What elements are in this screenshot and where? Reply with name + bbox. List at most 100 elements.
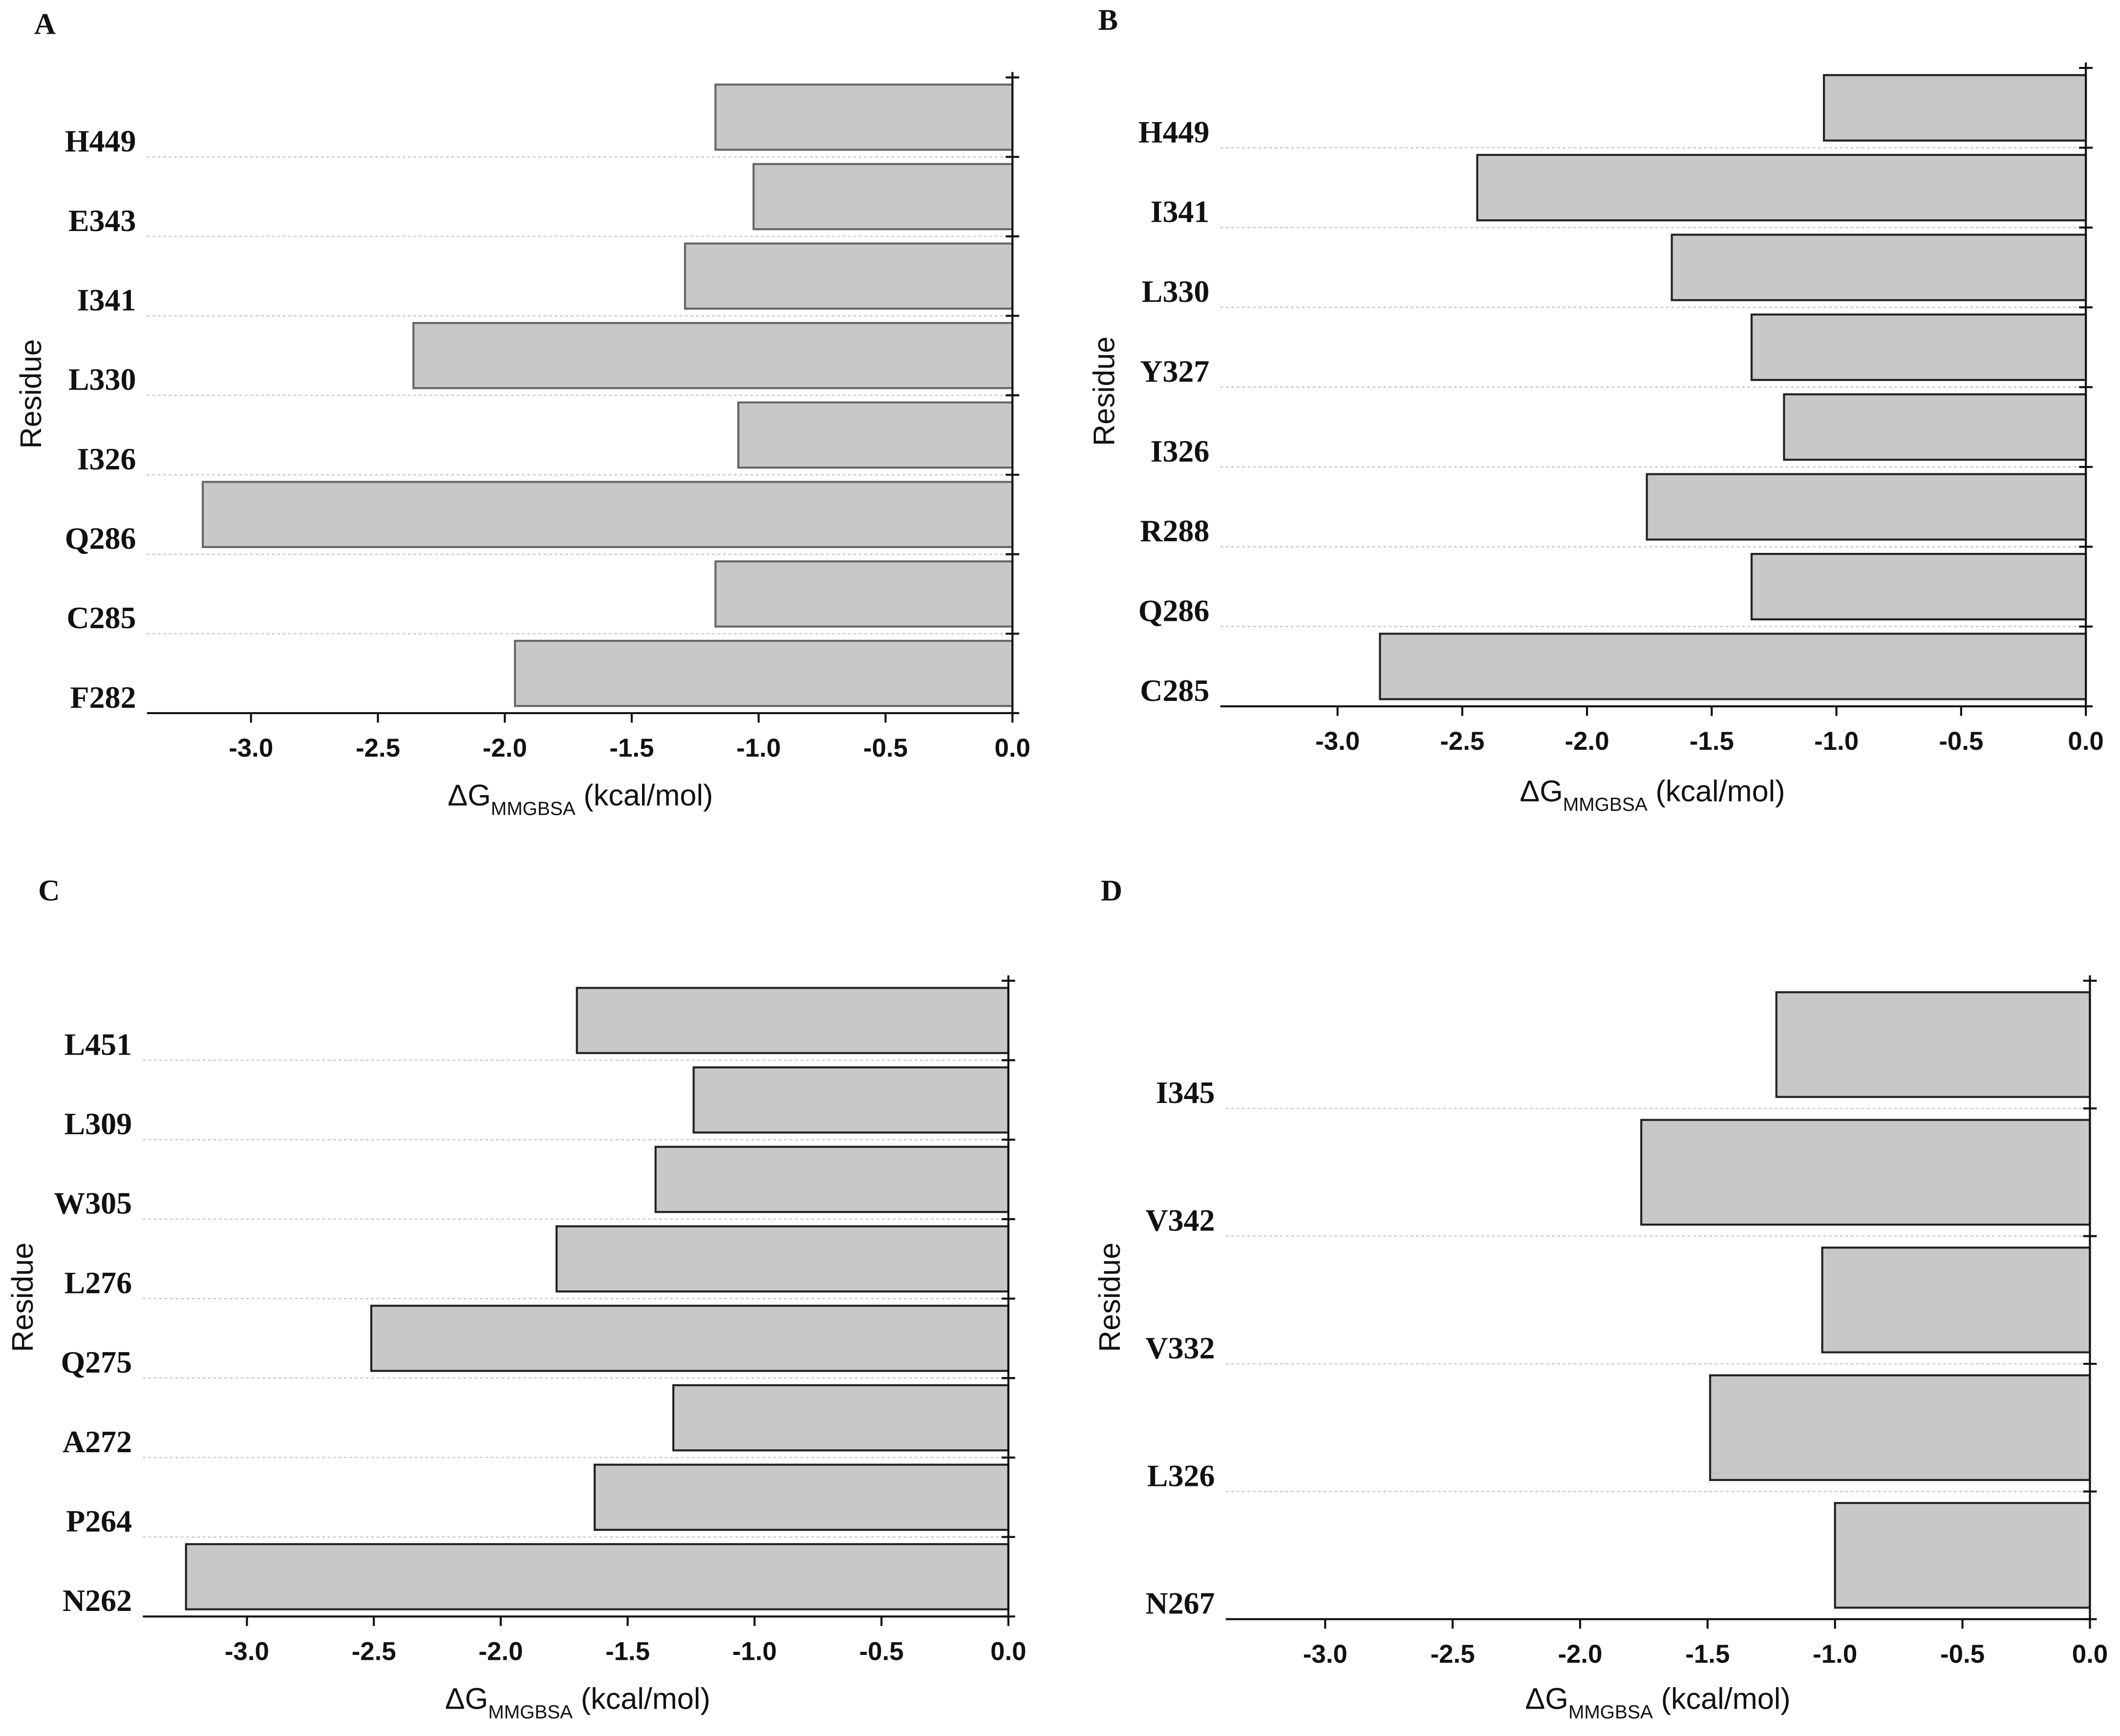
bar — [714, 560, 1014, 628]
x-tick-label: -0.5 — [859, 1637, 904, 1666]
x-tick-label: -3.0 — [1315, 727, 1360, 756]
x-tick-label: -0.5 — [863, 734, 908, 762]
y-tick-label: I345 — [1156, 1075, 1215, 1110]
bar — [1822, 74, 2087, 142]
bar — [1775, 991, 2091, 1098]
x-label-unit: (kcal/mol) — [1656, 775, 1785, 808]
x-label-sub: MMGBSA — [491, 799, 576, 820]
bar — [1834, 1502, 2091, 1609]
x-label-sub: MMGBSA — [488, 1702, 573, 1723]
x-label-unit: (kcal/mol) — [583, 779, 713, 812]
bar — [1646, 473, 2087, 541]
y-axis-label: Residue — [1093, 1243, 1126, 1352]
y-tick-label: C285 — [66, 600, 136, 635]
y-tick-label: I341 — [1151, 194, 1210, 229]
x-tick-label: -1.0 — [732, 1637, 777, 1666]
panel-label: A — [34, 8, 56, 41]
y-tick-label: L326 — [1147, 1458, 1215, 1493]
x-tick-label: -2.5 — [1440, 727, 1484, 756]
bar — [1750, 552, 2087, 621]
x-label-sub: MMGBSA — [1563, 794, 1648, 815]
x-tick-label: -1.0 — [1814, 727, 1859, 756]
x-tick-label: -2.5 — [356, 734, 400, 762]
y-tick-label: E343 — [68, 203, 136, 238]
y-axis-label: Residue — [1088, 337, 1121, 446]
bar — [1640, 1119, 2091, 1226]
y-tick-label: L330 — [68, 362, 136, 397]
y-tick-label: R288 — [1140, 513, 1209, 548]
bar — [1709, 1374, 2091, 1481]
x-tick-label: 0.0 — [2072, 1640, 2108, 1669]
x-tick-label: -3.0 — [229, 734, 273, 762]
y-tick-label: V332 — [1145, 1331, 1215, 1365]
bar — [1670, 233, 2087, 301]
x-tick-label: -2.5 — [352, 1637, 396, 1666]
x-tick-label: -2.0 — [483, 734, 527, 762]
panel-label: B — [1098, 3, 1118, 37]
y-tick-label: I326 — [77, 442, 136, 476]
y-tick-label: H449 — [65, 124, 136, 158]
y-tick-label: F282 — [70, 680, 136, 715]
y-tick-label: W305 — [54, 1186, 132, 1221]
bar — [1783, 393, 2087, 461]
x-tick-label: -1.5 — [609, 734, 654, 762]
y-tick-label: I341 — [77, 282, 136, 317]
y-tick-label: L309 — [64, 1106, 132, 1141]
bar — [514, 639, 1014, 707]
bar — [1379, 633, 2087, 700]
bar — [593, 1463, 1009, 1531]
x-axis-label: ΔGMMGBSA (kcal/mol) — [1525, 1682, 1791, 1722]
x-axis-label: ΔGMMGBSA (kcal/mol) — [1520, 775, 1785, 815]
bar — [672, 1384, 1009, 1452]
y-axis-label: Residue — [6, 1243, 39, 1352]
y-tick-label: N267 — [1145, 1586, 1215, 1621]
x-tick-label: -1.5 — [1685, 1640, 1730, 1669]
x-label-main: ΔG — [1520, 775, 1563, 808]
panel-label: D — [1101, 874, 1122, 908]
bar — [1476, 154, 2087, 222]
x-tick-label: 0.0 — [990, 1637, 1026, 1666]
x-tick-label: -0.5 — [1939, 727, 1983, 756]
bar — [1821, 1247, 2091, 1354]
x-tick-label: -2.0 — [1558, 1640, 1602, 1669]
x-label-main: ΔG — [445, 1682, 488, 1715]
bar — [1750, 313, 2087, 381]
x-axis-label: ΔGMMGBSA (kcal/mol) — [448, 779, 713, 819]
x-tick-label: 0.0 — [2068, 727, 2103, 756]
x-label-unit: (kcal/mol) — [1661, 1682, 1791, 1715]
x-tick-label: -1.5 — [1690, 727, 1734, 756]
bar — [737, 401, 1014, 469]
bar — [201, 481, 1014, 549]
x-axis-label: ΔGMMGBSA (kcal/mol) — [445, 1682, 710, 1722]
bar — [370, 1305, 1009, 1372]
y-tick-label: C285 — [1140, 673, 1209, 708]
bar — [714, 84, 1014, 151]
bar — [412, 322, 1014, 389]
y-tick-label: L451 — [64, 1027, 132, 1061]
y-tick-label: V342 — [1145, 1203, 1215, 1238]
bar — [684, 242, 1014, 310]
y-tick-label: A272 — [63, 1424, 132, 1459]
y-tick-label: I326 — [1151, 434, 1210, 468]
bar — [576, 987, 1009, 1054]
x-tick-label: -1.5 — [605, 1637, 650, 1666]
x-label-sub: MMGBSA — [1568, 1702, 1653, 1723]
bar — [692, 1066, 1009, 1134]
y-tick-label: L330 — [1142, 274, 1210, 309]
panel-label: C — [38, 874, 60, 908]
x-tick-label: -3.0 — [1303, 1640, 1348, 1669]
x-label-main: ΔG — [1525, 1682, 1568, 1715]
y-tick-label: Y327 — [1140, 354, 1209, 388]
x-tick-label: -2.0 — [1565, 727, 1609, 756]
bar — [556, 1225, 1009, 1292]
y-tick-label: P264 — [66, 1503, 132, 1538]
x-label-unit: (kcal/mol) — [581, 1682, 710, 1715]
x-tick-label: -3.0 — [225, 1637, 269, 1666]
y-tick-label: N262 — [63, 1583, 132, 1618]
y-tick-label: Q286 — [1138, 593, 1210, 628]
x-tick-label: -2.5 — [1431, 1640, 1475, 1669]
x-tick-label: -1.0 — [736, 734, 781, 762]
bar — [752, 163, 1014, 231]
